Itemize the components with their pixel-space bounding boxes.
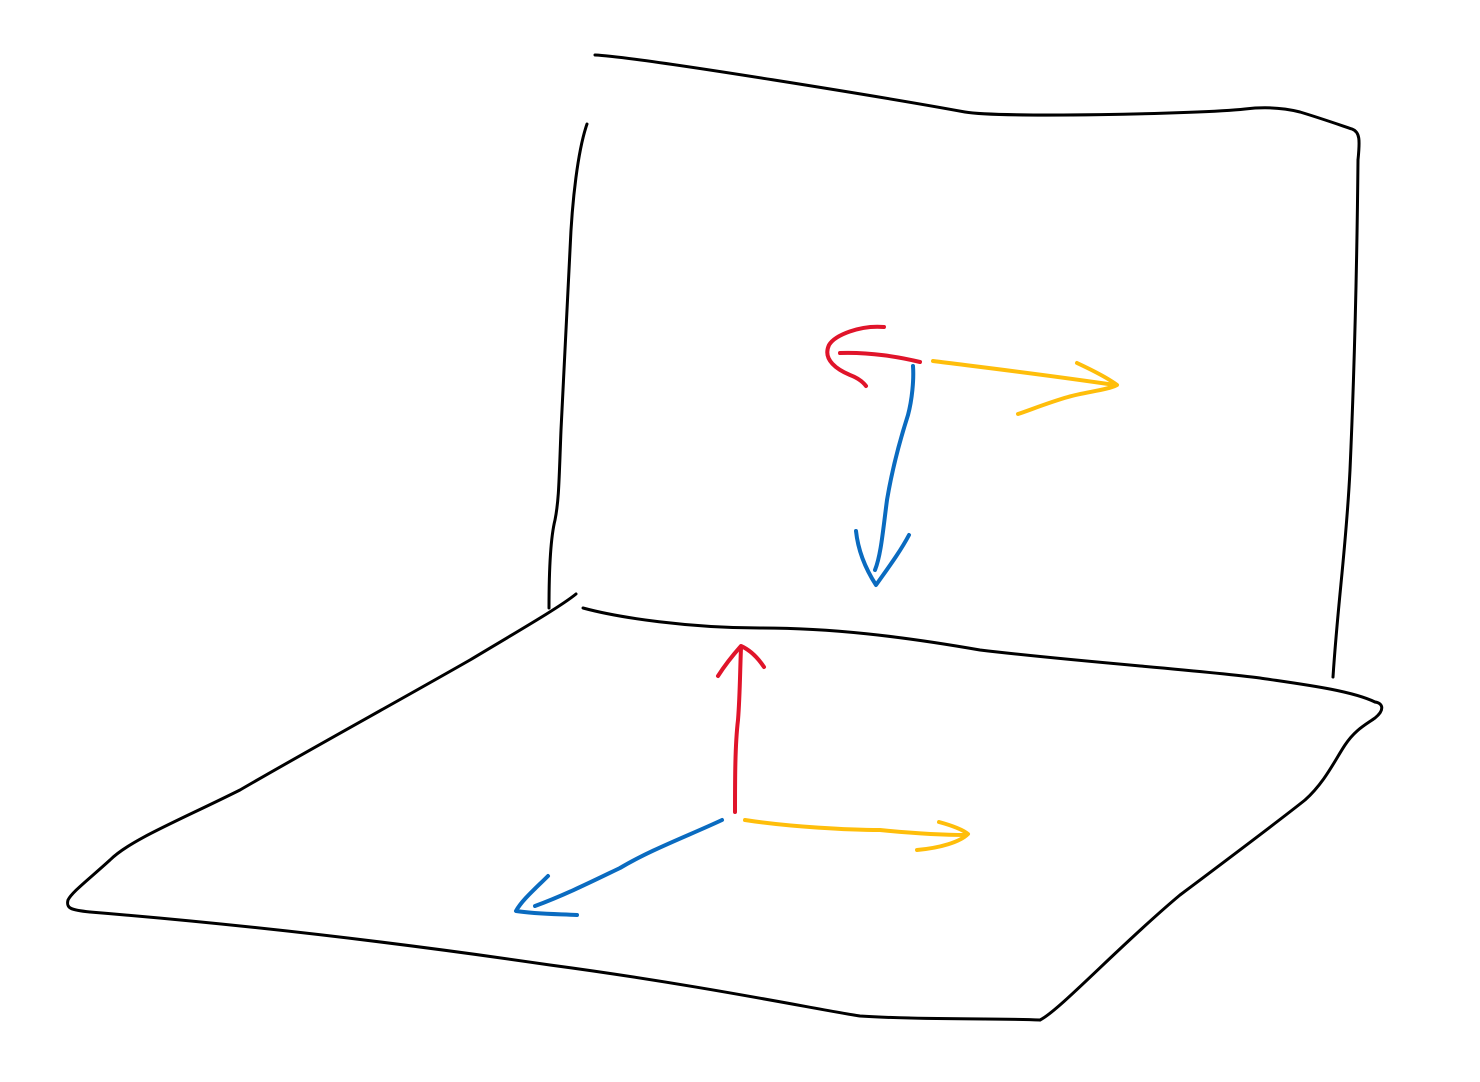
wall-left-edge xyxy=(547,122,589,610)
wall-top-edge xyxy=(593,53,1361,162)
floor-yellow-axis xyxy=(743,818,968,837)
floor-yellow-arrowhead xyxy=(915,820,970,852)
wall-blue-axis xyxy=(873,364,916,572)
wall-yellow-arrowhead xyxy=(1016,361,1119,416)
wall-bottom-edge xyxy=(581,606,1377,704)
floor-blue-axis xyxy=(533,818,724,908)
wall-frame xyxy=(825,324,1119,587)
floor-red-axis xyxy=(733,646,743,814)
floor-front-edge xyxy=(88,910,1042,1022)
wall-red-arrowhead xyxy=(825,324,886,388)
floor-left-edge xyxy=(66,592,578,914)
wall-right-edge xyxy=(1331,158,1360,679)
floor-blue-arrowhead xyxy=(514,874,579,917)
vertical-wall-plane xyxy=(547,53,1377,704)
floor-right-edge xyxy=(1038,700,1384,1022)
floor-red-arrowhead xyxy=(716,644,766,678)
wall-blue-arrowhead xyxy=(854,529,911,587)
floor-frame xyxy=(514,644,970,917)
wall-red-axis xyxy=(838,350,922,364)
floor-plane xyxy=(66,592,1384,1022)
wall-yellow-axis xyxy=(931,359,1117,387)
